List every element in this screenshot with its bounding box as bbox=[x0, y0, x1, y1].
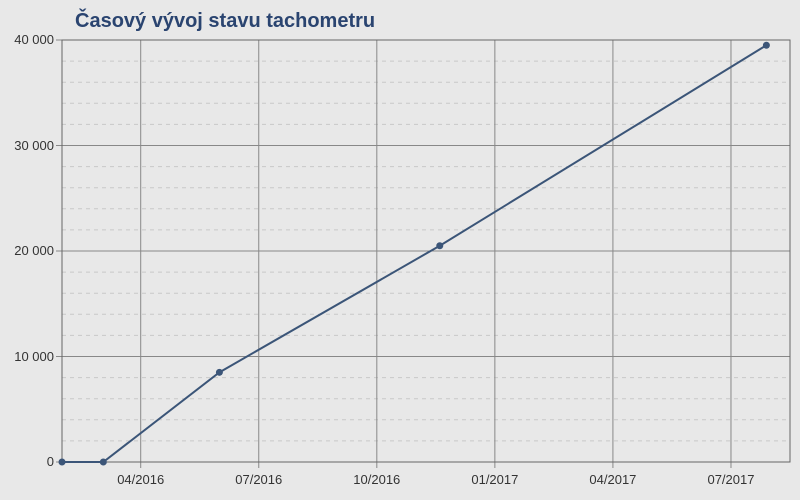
x-axis-label: 04/2016 bbox=[117, 472, 164, 487]
data-point bbox=[763, 42, 770, 49]
data-point bbox=[436, 242, 443, 249]
y-axis-label: 20 000 bbox=[0, 243, 54, 258]
x-axis-label: 04/2017 bbox=[589, 472, 636, 487]
y-axis-label: 40 000 bbox=[0, 32, 54, 47]
chart-svg bbox=[0, 0, 800, 500]
y-axis-label: 30 000 bbox=[0, 138, 54, 153]
y-axis-label: 0 bbox=[0, 454, 54, 469]
x-axis-label: 07/2017 bbox=[707, 472, 754, 487]
x-axis-label: 10/2016 bbox=[353, 472, 400, 487]
data-point bbox=[100, 459, 107, 466]
x-axis-label: 07/2016 bbox=[235, 472, 282, 487]
data-point bbox=[59, 459, 66, 466]
chart-container: { "chart": { "type": "line", "title": "Č… bbox=[0, 0, 800, 500]
y-axis-label: 10 000 bbox=[0, 349, 54, 364]
x-axis-label: 01/2017 bbox=[471, 472, 518, 487]
data-point bbox=[216, 369, 223, 376]
data-line bbox=[62, 45, 766, 462]
